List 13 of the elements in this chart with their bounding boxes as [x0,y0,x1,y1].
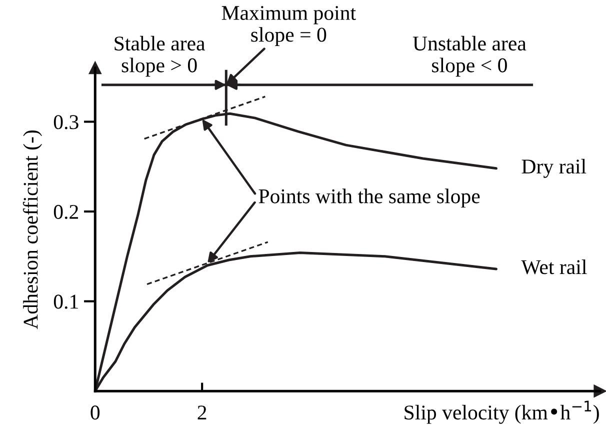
annotation: Unstable area slope < 0 [412,36,526,77]
x-tick-label: 2 [198,406,206,420]
annotation: Maximum point slope = 0 [222,6,356,46]
annotation: Stable area slope > 0 [114,36,206,77]
y-axis-title: Adhesion coefficient (-) [22,130,42,330]
y-tick-label: 0.2 [54,204,78,220]
x-axis-title: Slip velocity (km•h$^{−1}$) [404,400,599,424]
y-tick-label: 0.3 [54,115,78,130]
y-tick-label: 0.1 [54,294,78,309]
series-label: Dry rail [522,158,586,178]
x-tick-label: 0 [90,406,100,420]
series-label: Wet rail [521,260,587,274]
annotation: Points with the same slope [258,188,480,208]
